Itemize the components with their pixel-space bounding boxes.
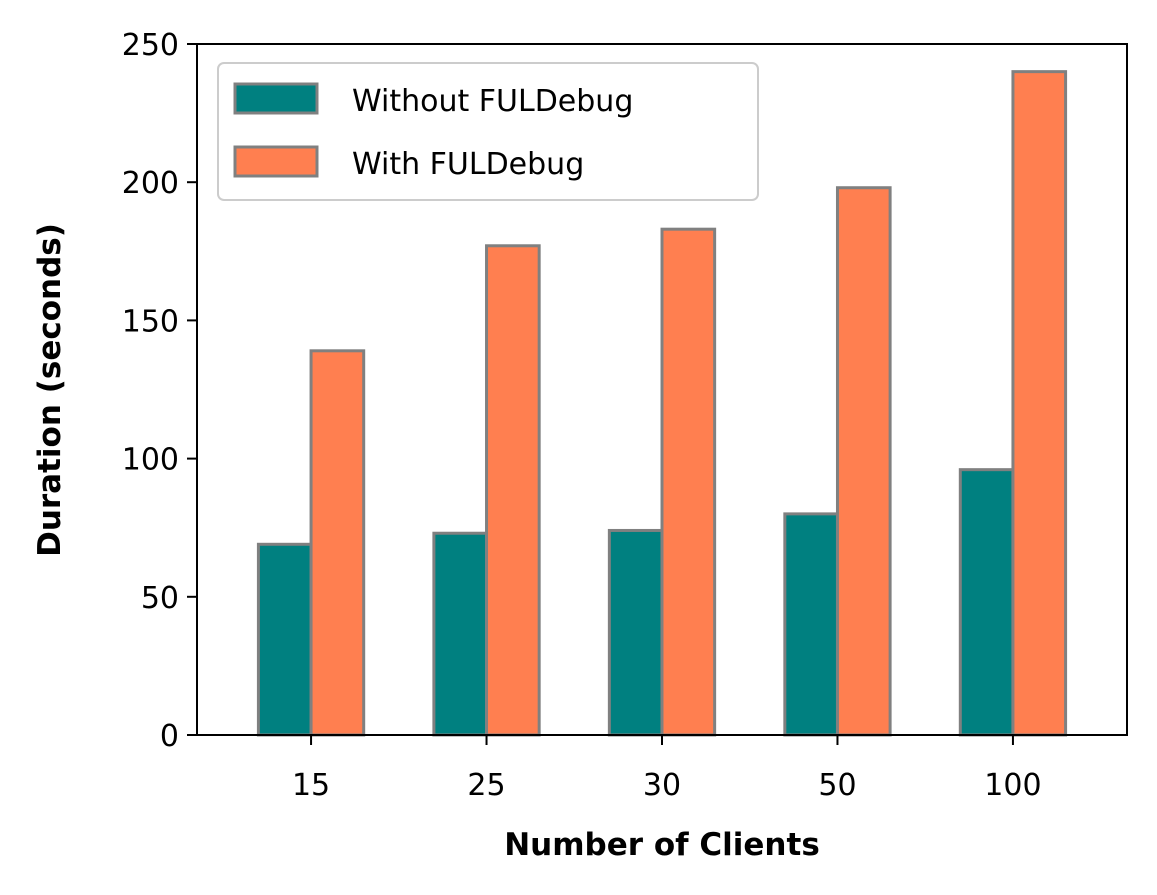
x-tick-label: 25 xyxy=(467,768,505,803)
y-tick-label: 250 xyxy=(122,28,179,63)
bar-without-fuldebug-50 xyxy=(783,512,839,737)
x-axis-ticks: 15 25 30 50 100 xyxy=(292,735,1042,803)
bar-without-fuldebug-25 xyxy=(432,531,489,737)
x-axis-title: Number of Clients xyxy=(504,827,820,863)
y-tick-label: 50 xyxy=(141,581,179,616)
bar-without-fuldebug-100 xyxy=(958,468,1015,737)
x-tick-label: 15 xyxy=(292,768,330,803)
legend-label-without-fuldebug: Without FULDebug xyxy=(352,84,633,119)
y-tick-label: 100 xyxy=(122,443,179,478)
bar-with-fuldebug-100 xyxy=(1011,70,1068,737)
x-tick-label: 50 xyxy=(818,768,856,803)
y-tick-label: 150 xyxy=(122,304,179,339)
x-tick-label: 30 xyxy=(643,768,681,803)
y-tick-label: 0 xyxy=(160,719,179,754)
bar-with-fuldebug-50 xyxy=(835,186,892,737)
bars-group xyxy=(256,70,1068,737)
y-axis-ticks: 0 50 100 150 200 250 xyxy=(122,28,197,754)
legend-box xyxy=(217,62,759,201)
bar-with-fuldebug-30 xyxy=(660,227,717,737)
bar-with-fuldebug-15 xyxy=(309,349,366,737)
y-axis-title: Duration (seconds) xyxy=(32,223,68,557)
y-tick-label: 200 xyxy=(122,166,179,201)
bar-without-fuldebug-15 xyxy=(256,542,313,737)
legend-swatch-with-fuldebug xyxy=(233,145,319,178)
legend-swatch-without-fuldebug xyxy=(233,82,319,115)
legend: Without FULDebug With FULDebug xyxy=(217,62,759,201)
bar-without-fuldebug-30 xyxy=(607,528,664,737)
legend-label-with-fuldebug: With FULDebug xyxy=(352,147,584,182)
x-tick-label: 100 xyxy=(984,768,1041,803)
bar-with-fuldebug-25 xyxy=(485,244,541,737)
